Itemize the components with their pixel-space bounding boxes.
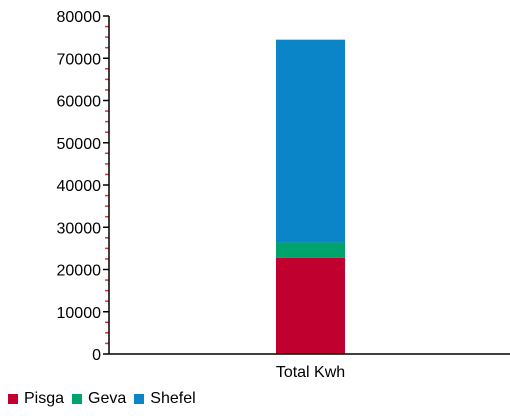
stacked-bar-chart: 0 10000 20000 30000 40000 50000 60000 70000 8000… — [57, 9, 510, 381]
legend-label: Geva — [88, 390, 127, 407]
bar-segment-pisga — [276, 257, 345, 354]
bars — [276, 39, 345, 354]
legend-item-shefel: Shefel — [134, 390, 196, 408]
y-tick-label: 30000 — [57, 220, 102, 237]
legend-label: Shefel — [150, 390, 196, 407]
legend: Pisga Geva Shefel — [8, 390, 204, 408]
y-axis-major-ticks: 0 10000 20000 30000 40000 50000 60000 70000 8000… — [57, 9, 109, 364]
legend-item-geva: Geva — [72, 390, 126, 408]
x-axis-labels: Total Kwh — [276, 364, 345, 381]
legend-item-pisga: Pisga — [8, 390, 64, 408]
y-tick-label: 80000 — [57, 9, 102, 26]
y-tick-label: 10000 — [57, 305, 102, 322]
bar-segment-geva — [276, 242, 345, 258]
y-tick-label: 20000 — [57, 263, 102, 280]
legend-swatch — [8, 394, 18, 404]
y-tick-label: 0 — [92, 347, 101, 364]
legend-label: Pisga — [24, 390, 65, 407]
legend-swatch — [134, 394, 145, 404]
y-tick-label: 70000 — [57, 51, 102, 68]
y-tick-label: 40000 — [57, 178, 102, 195]
y-tick-label: 50000 — [57, 136, 102, 153]
x-category-label: Total Kwh — [276, 364, 345, 381]
bar-segment-shefel — [276, 39, 345, 243]
legend-swatch — [72, 394, 83, 404]
y-tick-label: 60000 — [57, 94, 102, 111]
